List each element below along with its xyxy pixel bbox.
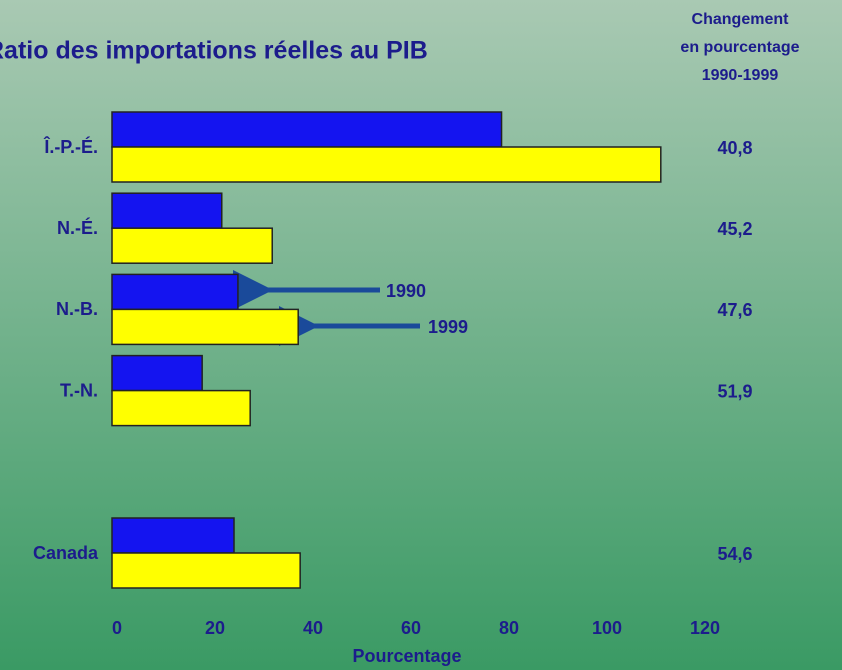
x-tick-label: 120 bbox=[690, 618, 720, 638]
changes-title: Changement bbox=[692, 11, 790, 28]
legend-label: 1999 bbox=[428, 317, 468, 337]
y-tick-label: Canada bbox=[33, 543, 99, 563]
bar bbox=[111, 146, 662, 183]
change-label: 47,6 bbox=[717, 300, 752, 320]
x-tick-label: 60 bbox=[401, 618, 421, 638]
y-tick-label: N.-É. bbox=[57, 217, 98, 238]
bar bbox=[111, 227, 273, 264]
x-axis-label: Pourcentage bbox=[352, 646, 461, 666]
y-tick-label: N.-B. bbox=[56, 299, 98, 319]
changes-title: 1990-1999 bbox=[702, 67, 779, 84]
x-tick-label: 0 bbox=[112, 618, 122, 638]
bar bbox=[111, 273, 239, 311]
chart-title: Ratio des importations réelles au PIB bbox=[0, 37, 428, 65]
x-tick-label: 80 bbox=[499, 618, 519, 638]
changes-title: en pourcentage bbox=[680, 39, 799, 56]
bar bbox=[111, 517, 235, 554]
bar bbox=[111, 389, 251, 427]
y-tick-label: Î.-P.-É. bbox=[43, 136, 98, 157]
x-tick-label: 100 bbox=[592, 618, 622, 638]
change-label: 51,9 bbox=[717, 381, 752, 401]
change-label: 40,8 bbox=[717, 138, 752, 158]
x-tick-label: 20 bbox=[205, 618, 225, 638]
bar bbox=[111, 111, 503, 148]
bar bbox=[111, 308, 299, 346]
y-tick-label: T.-N. bbox=[60, 380, 98, 400]
legend-label: 1990 bbox=[386, 281, 426, 301]
change-label: 45,2 bbox=[717, 219, 752, 239]
bar bbox=[111, 192, 223, 229]
bar bbox=[111, 354, 203, 392]
change-label: 54,6 bbox=[717, 544, 752, 564]
bar bbox=[111, 552, 301, 589]
x-tick-label: 40 bbox=[303, 618, 323, 638]
